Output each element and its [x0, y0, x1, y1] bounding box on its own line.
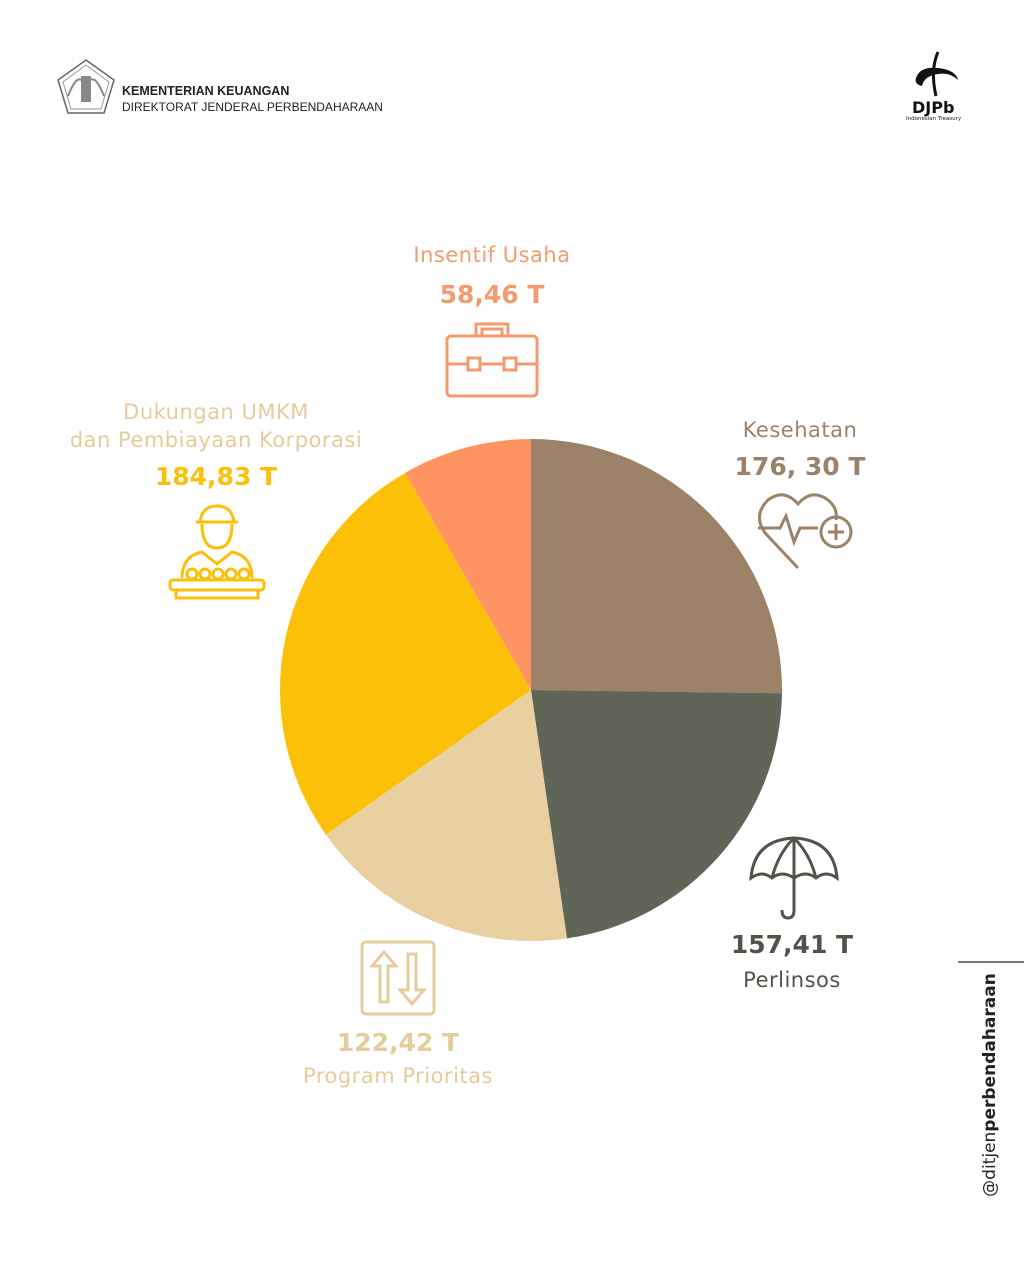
label-program-prioritas: Program Prioritas	[303, 1064, 493, 1088]
label-insentif-usaha: Insentif Usaha	[413, 243, 571, 267]
value-umkm: 184,83 T	[154, 462, 278, 491]
pie-slice-kesehatan	[531, 439, 783, 694]
label-umkm: Dukungan UMKM dan Pembiayaan Korporasi	[40, 398, 392, 454]
djpb-logo-text: DJPb	[912, 98, 955, 117]
djpb-logo-icon	[915, 51, 958, 97]
ministry-name: KEMENTERIAN KEUANGAN	[122, 84, 290, 98]
handle-prefix: @ditjen	[980, 1131, 1000, 1197]
umbrella-icon	[749, 836, 839, 920]
briefcase-icon	[445, 322, 539, 398]
pie-slice-perlinsos	[531, 690, 782, 939]
label-umkm-line-2: dan Pembiayaan Korporasi	[69, 428, 363, 452]
value-program-prioritas: 122,42 T	[336, 1028, 460, 1057]
up-down-arrows-icon	[360, 940, 436, 1016]
label-perlinsos: Perlinsos	[743, 968, 841, 992]
social-handle: @ditjenperbendaharaan	[980, 973, 1000, 1197]
pie-slice-insentif-usaha	[405, 439, 531, 690]
value-insentif-usaha: 58,46 T	[439, 280, 545, 309]
djpb-logo-subtext: Indonesian Treasury	[906, 116, 962, 122]
heart-pulse-plus-icon	[758, 493, 853, 570]
pie-slice-program-prioritas	[325, 690, 567, 941]
label-umkm-line-1: Dukungan UMKM	[123, 400, 309, 424]
divider	[958, 961, 1024, 963]
value-perlinsos: 157,41 T	[730, 930, 854, 959]
handle-bold: perbendaharaan	[980, 973, 1000, 1132]
value-kesehatan: 176, 30 T	[734, 452, 866, 481]
directorate-name: DIREKTORAT JENDERAL PERBENDAHARAAN	[122, 100, 383, 114]
label-kesehatan: Kesehatan	[742, 418, 858, 442]
kemenkeu-logo	[57, 59, 115, 114]
vendor-person-icon	[168, 504, 266, 600]
pie-slice-dukungan-umkm-dan-pembiayaan-korporasi	[279, 472, 531, 835]
